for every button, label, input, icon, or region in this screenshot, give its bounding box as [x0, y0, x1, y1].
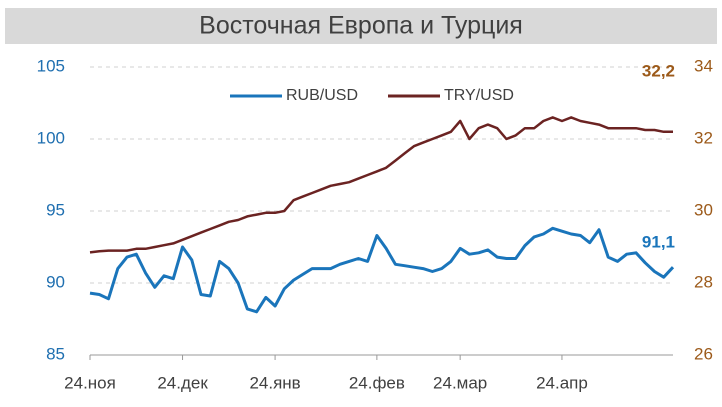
x-tick-label: 24.апр	[536, 373, 588, 392]
data-label: 32,2	[642, 61, 675, 80]
y-tick-label: 100	[37, 128, 65, 147]
title-band	[5, 8, 717, 44]
series-line	[89, 116, 673, 254]
y2-tick-label: 26	[694, 344, 713, 363]
x-tick-label: 24.фев	[349, 373, 405, 392]
x-tick-label: 24.ноя	[64, 373, 116, 392]
legend-label: RUB/USD	[286, 87, 358, 104]
y-tick-label: 95	[46, 200, 65, 219]
legend-label: TRY/USD	[444, 87, 514, 104]
x-tick-label: 24.янв	[249, 373, 300, 392]
x-tick-label: 24.мар	[433, 373, 487, 392]
y2-tick-label: 34	[694, 56, 713, 75]
y-tick-label: 85	[46, 344, 65, 363]
y-tick-label: 90	[46, 272, 65, 291]
y2-tick-label: 32	[694, 128, 713, 147]
data-label: 91,1	[642, 233, 675, 252]
y-tick-label: 105	[37, 56, 65, 75]
chart-title: Восточная Европа и Турция	[199, 12, 523, 40]
x-tick-label: 24.дек	[157, 373, 208, 392]
y2-tick-label: 28	[694, 272, 713, 291]
y2-tick-label: 30	[694, 200, 713, 219]
series-line	[89, 226, 675, 314]
